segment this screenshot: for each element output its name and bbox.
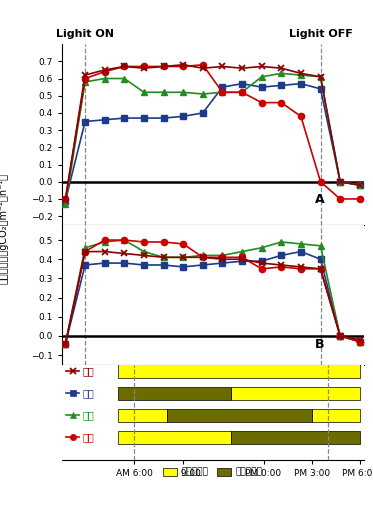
Legend: 全光時間帯, 減光時間帯: 全光時間帯, 減光時間帯 bbox=[160, 464, 266, 481]
Text: 日中: 日中 bbox=[82, 411, 94, 420]
Bar bbox=[118, 408, 167, 422]
Text: 光合成速度（gCO₂・m⁻²・h⁻¹）: 光合成速度（gCO₂・m⁻²・h⁻¹） bbox=[0, 173, 9, 284]
Text: 午前: 午前 bbox=[82, 388, 94, 399]
Bar bbox=[118, 387, 231, 400]
Bar bbox=[231, 431, 360, 444]
Bar bbox=[118, 364, 360, 378]
Bar bbox=[312, 408, 360, 422]
Text: A: A bbox=[315, 193, 325, 206]
Bar bbox=[167, 408, 312, 422]
Bar bbox=[118, 431, 231, 444]
Text: B: B bbox=[315, 338, 325, 351]
Text: 午後: 午後 bbox=[82, 432, 94, 443]
Text: Lighit ON: Lighit ON bbox=[56, 29, 114, 39]
Bar bbox=[231, 387, 360, 400]
Text: Lighit OFF: Lighit OFF bbox=[289, 29, 352, 39]
Text: 対照: 対照 bbox=[82, 366, 94, 376]
